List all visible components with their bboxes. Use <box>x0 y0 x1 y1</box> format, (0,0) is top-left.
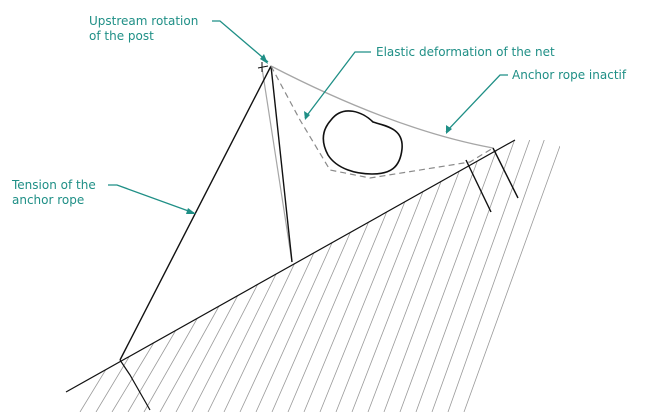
rotated-post <box>270 65 293 263</box>
upstream-rotation-label: Upstream rotation <box>89 14 198 28</box>
ground-hatching <box>79 140 560 412</box>
post-original-position <box>261 67 293 263</box>
rock-boulder <box>322 110 403 175</box>
tension-anchor-rope <box>119 65 272 361</box>
upper-anchors <box>465 147 519 213</box>
slope-line <box>65 139 516 393</box>
deformed-net <box>270 65 494 179</box>
post-top-marker <box>257 62 269 72</box>
elastic-deformation-label: Elastic deformation of the net <box>376 45 555 59</box>
tension-anchor-rope-label-line2: anchor rope <box>12 193 84 207</box>
annotation-labels: Upstream rotation of the post Elastic de… <box>11 14 627 207</box>
annotation-arrowheads <box>186 54 452 214</box>
upstream-rotation-label-line2: of the post <box>89 29 154 43</box>
anchor-rope-inactive-label: Anchor rope inactif <box>512 68 627 82</box>
lower-anchor <box>119 359 151 411</box>
inactive-anchor-rope <box>270 65 494 149</box>
annotation-leaders <box>108 20 508 214</box>
tension-anchor-rope-label: Tension of the <box>11 178 96 192</box>
